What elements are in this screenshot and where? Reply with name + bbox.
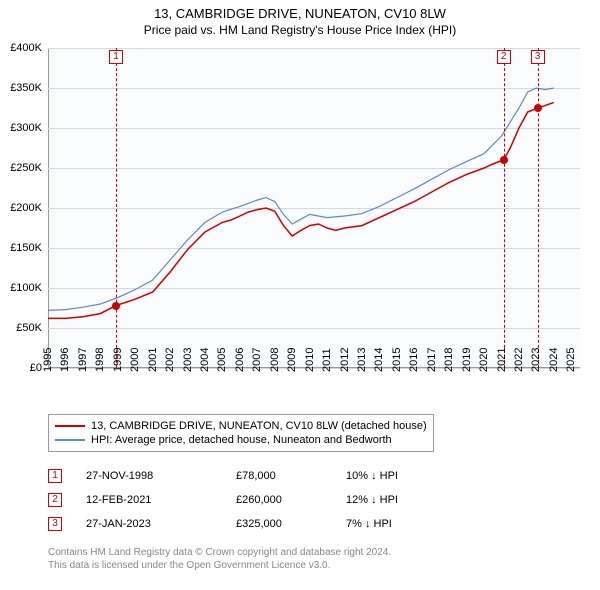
x-tick-label: 2022 bbox=[513, 348, 525, 372]
x-tick-label: 2005 bbox=[216, 348, 228, 372]
x-tick-label: 2010 bbox=[304, 348, 316, 372]
x-tick-label: 2013 bbox=[356, 348, 368, 372]
x-tick-label: 2021 bbox=[496, 348, 508, 372]
x-tick-label: 1996 bbox=[59, 348, 71, 372]
event-row: 3 27-JAN-2023 £325,000 7% ↓ HPI bbox=[48, 512, 446, 536]
legend-item: HPI: Average price, detached house, Nune… bbox=[55, 433, 427, 447]
footer-attribution: Contains HM Land Registry data © Crown c… bbox=[48, 546, 391, 572]
x-tick-label: 2009 bbox=[286, 348, 298, 372]
event-row: 1 27-NOV-1998 £78,000 10% ↓ HPI bbox=[48, 464, 446, 488]
x-tick-label: 2007 bbox=[251, 348, 263, 372]
x-tick-label: 2023 bbox=[530, 348, 542, 372]
series-lines bbox=[48, 48, 580, 368]
event-price: £260,000 bbox=[236, 494, 346, 506]
chart-title: 13, CAMBRIDGE DRIVE, NUNEATON, CV10 8LW bbox=[0, 0, 600, 21]
event-date: 12-FEB-2021 bbox=[86, 494, 236, 506]
marker-label: 1 bbox=[109, 50, 123, 64]
series-line bbox=[48, 88, 554, 310]
marker-label: 3 bbox=[531, 50, 545, 64]
x-tick-label: 2008 bbox=[269, 348, 281, 372]
chart-container: 13, CAMBRIDGE DRIVE, NUNEATON, CV10 8LW … bbox=[0, 0, 600, 590]
x-tick-label: 2020 bbox=[478, 348, 490, 372]
marker-dot bbox=[534, 104, 542, 112]
x-tick-label: 2019 bbox=[461, 348, 473, 372]
x-tick-label: 2003 bbox=[182, 348, 194, 372]
event-marker-1: 1 bbox=[48, 469, 62, 483]
event-marker-2: 2 bbox=[48, 493, 62, 507]
y-tick-label: £0 bbox=[30, 362, 42, 374]
event-diff: 12% ↓ HPI bbox=[346, 494, 446, 506]
x-tick-label: 2002 bbox=[164, 348, 176, 372]
footer-line: This data is licensed under the Open Gov… bbox=[48, 559, 391, 572]
y-tick-label: £50K bbox=[16, 322, 42, 334]
event-diff: 7% ↓ HPI bbox=[346, 518, 446, 530]
legend-swatch bbox=[55, 439, 85, 441]
x-tick-label: 2016 bbox=[408, 348, 420, 372]
y-tick-label: £100K bbox=[10, 282, 42, 294]
legend: 13, CAMBRIDGE DRIVE, NUNEATON, CV10 8LW … bbox=[48, 414, 434, 452]
x-tick-label: 2014 bbox=[373, 348, 385, 372]
x-tick-label: 2004 bbox=[199, 348, 211, 372]
event-price: £325,000 bbox=[236, 518, 346, 530]
marker-vline bbox=[504, 48, 505, 368]
x-tick-label: 2001 bbox=[147, 348, 159, 372]
x-tick-label: 1995 bbox=[42, 348, 54, 372]
footer-line: Contains HM Land Registry data © Crown c… bbox=[48, 546, 391, 559]
marker-label: 2 bbox=[497, 50, 511, 64]
legend-swatch bbox=[55, 425, 85, 427]
y-tick-label: £200K bbox=[10, 202, 42, 214]
marker-dot bbox=[500, 156, 508, 164]
x-tick-label: 2000 bbox=[129, 348, 141, 372]
x-tick-label: 2012 bbox=[339, 348, 351, 372]
x-tick-label: 2015 bbox=[391, 348, 403, 372]
series-line bbox=[48, 102, 554, 318]
event-price: £78,000 bbox=[236, 470, 346, 482]
events-table: 1 27-NOV-1998 £78,000 10% ↓ HPI 2 12-FEB… bbox=[48, 464, 446, 536]
legend-label: 13, CAMBRIDGE DRIVE, NUNEATON, CV10 8LW … bbox=[91, 420, 427, 432]
x-tick-label: 2017 bbox=[426, 348, 438, 372]
plot-area: 123 £0£50K£100K£150K£200K£250K£300K£350K… bbox=[48, 48, 580, 368]
marker-vline bbox=[116, 48, 117, 368]
y-tick-label: £150K bbox=[10, 242, 42, 254]
event-row: 2 12-FEB-2021 £260,000 12% ↓ HPI bbox=[48, 488, 446, 512]
legend-label: HPI: Average price, detached house, Nune… bbox=[91, 434, 392, 446]
x-tick-label: 1998 bbox=[94, 348, 106, 372]
marker-vline bbox=[538, 48, 539, 368]
x-tick-label: 1999 bbox=[112, 348, 124, 372]
y-tick-label: £250K bbox=[10, 162, 42, 174]
event-date: 27-JAN-2023 bbox=[86, 518, 236, 530]
y-tick-label: £400K bbox=[10, 42, 42, 54]
y-tick-label: £300K bbox=[10, 122, 42, 134]
legend-item: 13, CAMBRIDGE DRIVE, NUNEATON, CV10 8LW … bbox=[55, 419, 427, 433]
event-date: 27-NOV-1998 bbox=[86, 470, 236, 482]
y-tick-label: £350K bbox=[10, 82, 42, 94]
marker-dot bbox=[112, 302, 120, 310]
chart-subtitle: Price paid vs. HM Land Registry's House … bbox=[0, 21, 600, 37]
x-tick-label: 2011 bbox=[321, 348, 333, 372]
x-tick-label: 2025 bbox=[565, 348, 577, 372]
x-tick-label: 2024 bbox=[548, 348, 560, 372]
event-marker-3: 3 bbox=[48, 517, 62, 531]
x-tick-label: 2018 bbox=[443, 348, 455, 372]
event-diff: 10% ↓ HPI bbox=[346, 470, 446, 482]
x-tick-label: 2006 bbox=[234, 348, 246, 372]
x-tick-label: 1997 bbox=[77, 348, 89, 372]
